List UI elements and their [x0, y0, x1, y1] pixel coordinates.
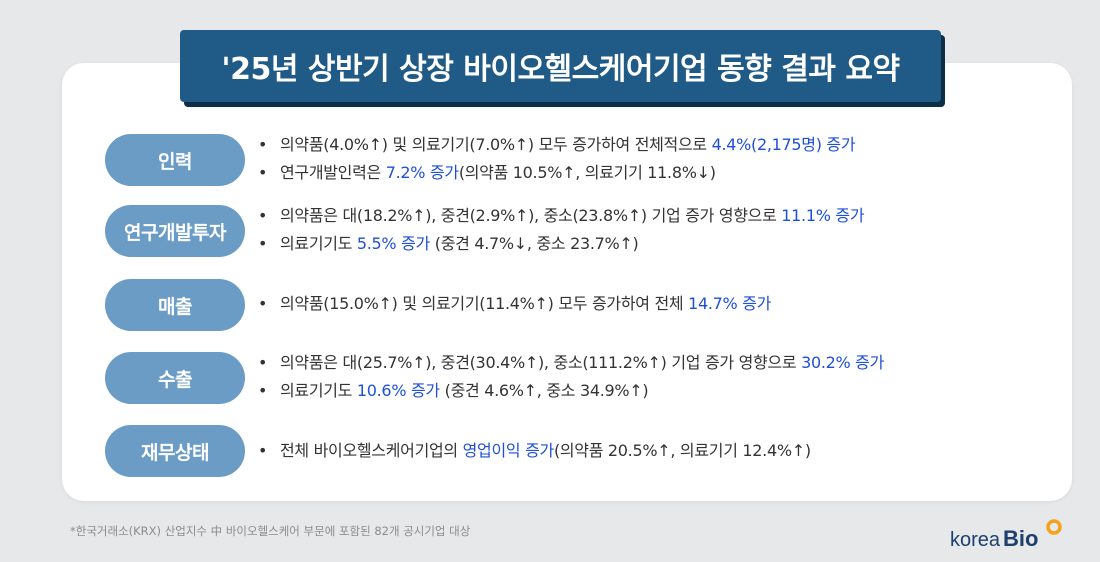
bullet-text-after: (의약품 10.5%↑, 의료기기 11.8%↓) — [458, 163, 716, 182]
bullet-text: 연구개발인력은 — [280, 163, 386, 182]
bullet-line: • 연구개발인력은 7.2% 증가(의약품 10.5%↑, 의료기기 11.8%↓… — [258, 159, 855, 187]
bullet-text: 의료기기도 — [280, 234, 357, 253]
section-bullets-exports: • 의약품은 대(25.7%↑), 중견(30.4%↑), 중소(111.2%↑)… — [258, 349, 884, 405]
bullet-highlight: 30.2% 증가 — [801, 353, 885, 372]
bullet-dot: • — [258, 135, 268, 154]
bullet-highlight: 4.4%(2,175명) 증가 — [711, 135, 856, 154]
bullet-dot: • — [258, 353, 268, 372]
logo-text-bio: Bio — [1003, 526, 1038, 551]
section-label-revenue: 매출 — [105, 279, 245, 331]
bullet-line: • 의약품(4.0%↑) 및 의료기기(7.0%↑) 모두 증가하여 전체적으로 … — [258, 131, 856, 159]
footnote: *한국거래소(KRX) 산업지수 中 바이오헬스케어 부문에 포함된 82개 공… — [70, 524, 471, 538]
bullet-line: • 의약품(15.0%↑) 및 의료기기(11.4%↑) 모두 증가하여 전체 1… — [258, 290, 771, 318]
section-bullets-rnd-investment: • 의약품은 대(18.2%↑), 중견(2.9%↑), 중소(23.8%↑) 기… — [258, 202, 865, 258]
section-bullets-revenue: • 의약품(15.0%↑) 및 의료기기(11.4%↑) 모두 증가하여 전체 1… — [258, 290, 771, 318]
bullet-highlight: 14.7% 증가 — [688, 294, 772, 313]
bullet-highlight: 5.5% 증가 — [356, 234, 430, 253]
bullet-text-after: (중견 4.6%↑, 중소 34.9%↑) — [439, 381, 649, 400]
bullet-text: 전체 바이오헬스케어기업의 — [280, 441, 463, 460]
bullet-text: 의약품(4.0%↑) 및 의료기기(7.0%↑) 모두 증가하여 전체적으로 — [280, 135, 712, 154]
bullet-highlight: 10.6% 증가 — [356, 381, 440, 400]
koreabio-logo: korea Bio — [950, 519, 1062, 551]
bullet-dot: • — [258, 206, 268, 225]
section-bullets-financial-status: • 전체 바이오헬스케어기업의 영업이익 증가(의약품 20.5%↑, 의료기기 … — [258, 437, 811, 465]
section-label-financial-status: 재무상태 — [105, 425, 245, 477]
bullet-text: 의약품(15.0%↑) 및 의료기기(11.4%↑) 모두 증가하여 전체 — [280, 294, 689, 313]
bullet-text: 의약품은 대(25.7%↑), 중견(30.4%↑), 중소(111.2%↑) … — [280, 353, 802, 372]
bullet-text-after: (중견 4.7%↓, 중소 23.7%↑) — [429, 234, 639, 253]
bullet-line: • 전체 바이오헬스케어기업의 영업이익 증가(의약품 20.5%↑, 의료기기 … — [258, 437, 811, 465]
bullet-text-after: (의약품 20.5%↑, 의료기기 12.4%↑) — [553, 441, 811, 460]
bullet-dot: • — [258, 234, 268, 253]
bullet-line: • 의약품은 대(25.7%↑), 중견(30.4%↑), 중소(111.2%↑)… — [258, 349, 884, 377]
bullet-text: 의료기기도 — [280, 381, 357, 400]
bullet-dot: • — [258, 381, 268, 400]
bullet-dot: • — [258, 294, 268, 313]
orange-ring-icon — [1046, 519, 1062, 535]
section-bullets-workforce: • 의약품(4.0%↑) 및 의료기기(7.0%↑) 모두 증가하여 전체적으로 … — [258, 131, 856, 187]
section-label-workforce: 인력 — [105, 134, 245, 186]
page-title: '25년 상반기 상장 바이오헬스케어기업 동향 결과 요약 — [180, 30, 941, 102]
bullet-dot: • — [258, 441, 268, 460]
bullet-highlight: 11.1% 증가 — [781, 206, 865, 225]
bullet-dot: • — [258, 163, 268, 182]
section-label-exports: 수출 — [105, 352, 245, 404]
logo-text-korea: korea — [950, 529, 1001, 551]
bullet-text: 의약품은 대(18.2%↑), 중견(2.9%↑), 중소(23.8%↑) 기업… — [280, 206, 782, 225]
section-label-rnd-investment: 연구개발투자 — [105, 205, 245, 257]
bullet-line: • 의료기기도 5.5% 증가 (중견 4.7%↓, 중소 23.7%↑) — [258, 230, 864, 258]
bullet-highlight: 7.2% 증가 — [385, 163, 459, 182]
bullet-line: • 의료기기도 10.6% 증가 (중견 4.6%↑, 중소 34.9%↑) — [258, 377, 884, 405]
bullet-line: • 의약품은 대(18.2%↑), 중견(2.9%↑), 중소(23.8%↑) 기… — [258, 202, 865, 230]
bullet-highlight: 영업이익 증가 — [462, 441, 555, 460]
